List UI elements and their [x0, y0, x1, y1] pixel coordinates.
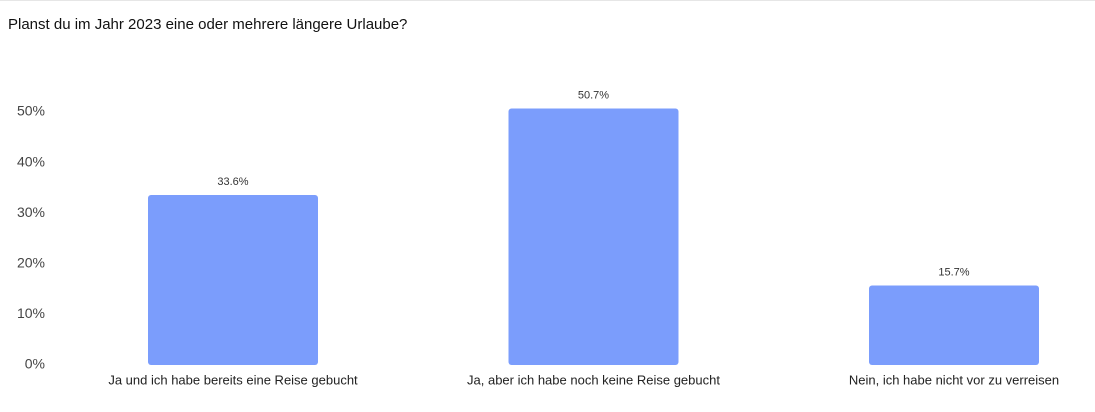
bar: [508, 108, 679, 365]
y-tick-label: 0%: [25, 356, 45, 372]
chart-title: Planst du im Jahr 2023 eine oder mehrere…: [8, 16, 407, 33]
bar: [148, 194, 318, 365]
y-tick-label: 40%: [17, 153, 45, 169]
y-tick-label: 10%: [17, 305, 45, 321]
x-tick-label: Ja und ich habe bereits eine Reise gebuc…: [108, 372, 358, 387]
y-tick-label: 30%: [17, 204, 45, 220]
value-label: 50.7%: [578, 89, 609, 101]
x-tick-label: Ja, aber ich habe noch keine Reise gebuc…: [467, 372, 720, 387]
bar: [869, 285, 1039, 365]
value-label: 33.6%: [217, 176, 248, 188]
value-label: 15.7%: [938, 266, 969, 278]
y-tick-label: 50%: [17, 103, 45, 119]
x-tick-label: Nein, ich habe nicht vor zu verreisen: [849, 372, 1059, 387]
y-tick-label: 20%: [17, 255, 45, 271]
